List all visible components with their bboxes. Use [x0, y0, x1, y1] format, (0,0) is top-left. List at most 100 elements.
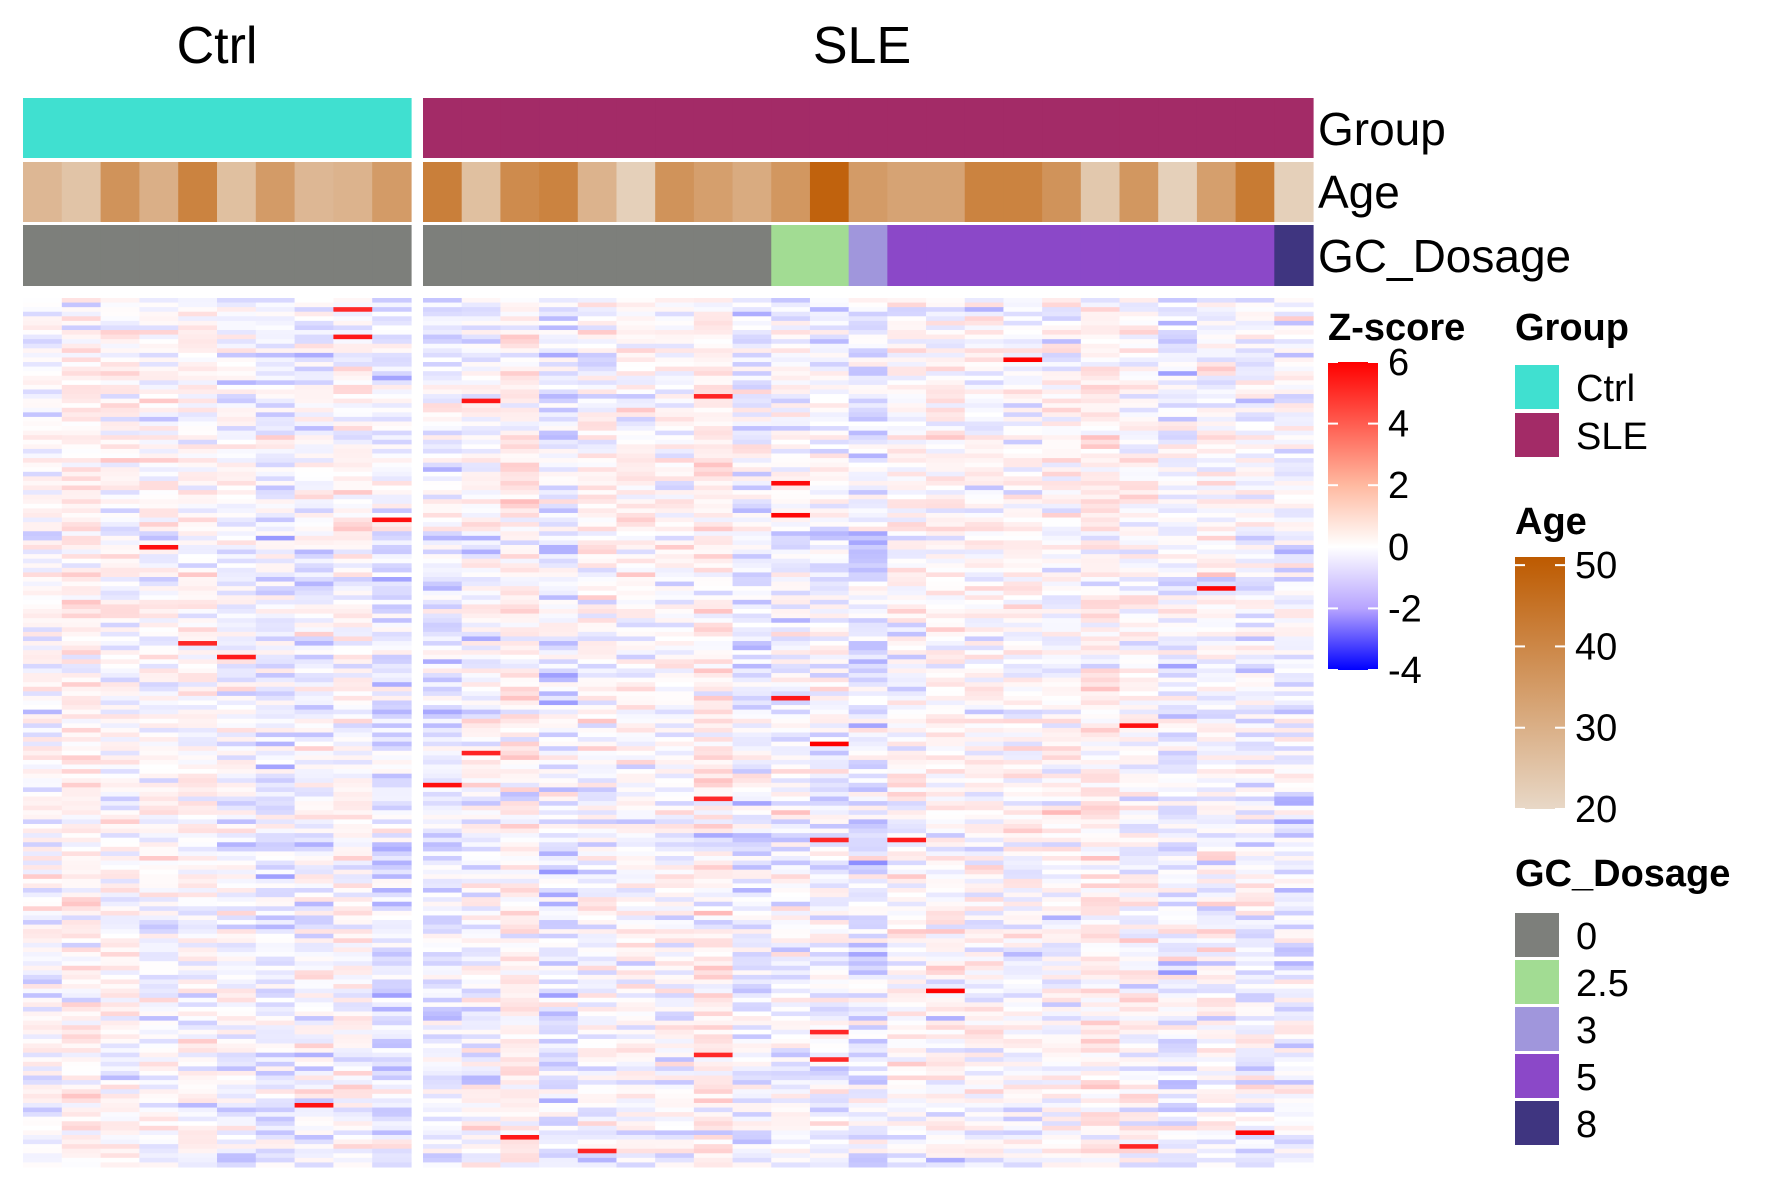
heatmap-cell: [771, 590, 811, 596]
heatmap-cell: [1196, 554, 1237, 560]
heatmap-cell: [1235, 522, 1275, 528]
heatmap-cell: [926, 298, 966, 304]
heatmap-cell: [178, 641, 218, 647]
split-title-sle: SLE: [813, 17, 911, 75]
heatmap-cell: [372, 700, 412, 706]
heatmap-cell: [23, 403, 63, 409]
heatmap-cell: [1196, 942, 1237, 948]
heatmap-cell: [217, 362, 257, 368]
heatmap-cell: [294, 325, 334, 331]
heatmap-cell: [771, 558, 811, 564]
heatmap-cell: [1235, 773, 1275, 779]
heatmap-cell: [539, 709, 579, 715]
heatmap-cell: [139, 462, 179, 468]
heatmap-cell: [1003, 892, 1043, 898]
heatmap-cell: [539, 691, 579, 697]
heatmap-cell: [294, 503, 334, 509]
heatmap-cell: [771, 741, 811, 747]
heatmap-cell: [500, 544, 540, 551]
heatmap-cell: [372, 682, 412, 688]
heatmap-cell: [294, 599, 334, 605]
heatmap-cell: [461, 462, 501, 468]
heatmap-cell: [1042, 956, 1082, 962]
heatmap-cell: [217, 641, 257, 647]
heatmap-cell: [61, 910, 102, 916]
heatmap-cell: [1158, 668, 1198, 674]
heatmap-cell: [100, 494, 140, 500]
heatmap-cell: [139, 448, 179, 455]
heatmap-cell: [887, 426, 927, 432]
heatmap-cell: [23, 622, 63, 628]
heatmap-cell: [1003, 709, 1043, 715]
heatmap-cell: [1003, 796, 1043, 802]
heatmap-cell: [1235, 302, 1275, 308]
heatmap-cell: [294, 398, 334, 404]
heatmap-cell: [539, 741, 579, 747]
heatmap-cell: [1158, 512, 1198, 519]
heatmap-cell: [1080, 567, 1121, 573]
heatmap-cell: [1003, 823, 1043, 830]
heatmap-cell: [887, 398, 927, 404]
heatmap-cell: [577, 531, 618, 537]
heatmap-cell: [461, 398, 501, 404]
heatmap-cell: [500, 851, 540, 857]
heatmap-cell: [139, 563, 179, 569]
heatmap-cell: [139, 782, 179, 788]
heatmap-cell: [771, 924, 811, 930]
heatmap-cell: [1119, 855, 1159, 862]
heatmap-cell: [1003, 888, 1043, 894]
heatmap-cell: [500, 494, 540, 500]
heatmap-cell: [1080, 732, 1121, 738]
heatmap-cell: [294, 371, 334, 377]
heatmap-cell: [23, 444, 63, 450]
heatmap-cell: [1080, 535, 1121, 541]
heatmap-cell: [255, 508, 296, 514]
heatmap-cell: [1042, 430, 1082, 436]
heatmap-cell: [539, 677, 579, 683]
heatmap-cell: [1196, 389, 1237, 395]
heatmap-cell: [139, 503, 179, 509]
heatmap-cell: [61, 668, 102, 674]
heatmap-cell: [616, 398, 656, 404]
heatmap-cell: [255, 764, 296, 770]
heatmap-cell: [1196, 920, 1237, 926]
heatmap-cell: [616, 663, 656, 669]
heatmap-cell: [693, 599, 734, 605]
heatmap-cell: [616, 604, 656, 610]
heatmap-cell: [294, 659, 334, 665]
heatmap-cell: [771, 595, 811, 601]
heatmap-cell: [1158, 531, 1198, 537]
heatmap-cell: [887, 512, 927, 519]
heatmap-cell: [423, 970, 463, 976]
heatmap-cell: [1003, 787, 1043, 793]
heatmap-cell: [100, 604, 140, 610]
heatmap-cell: [693, 956, 734, 962]
heatmap-cell: [1235, 426, 1275, 432]
heatmap-cell: [1042, 581, 1082, 587]
heatmap-cell: [23, 439, 63, 445]
heatmap-cell: [461, 613, 501, 619]
heatmap-cell: [964, 302, 1005, 308]
heatmap-cell: [294, 380, 334, 386]
heatmap-cell: [1080, 796, 1121, 802]
heatmap-cell: [577, 833, 618, 839]
heatmap-cell: [255, 659, 296, 665]
heatmap-cell: [61, 631, 102, 637]
heatmap-cell: [655, 952, 695, 958]
heatmap-cell: [809, 723, 850, 729]
heatmap-cell: [139, 773, 179, 779]
heatmap-cell: [693, 695, 734, 701]
heatmap-cell: [655, 298, 695, 304]
heatmap-cell: [333, 490, 373, 496]
heatmap-cell: [178, 915, 218, 921]
heatmap-cell: [461, 741, 501, 747]
heatmap-cell: [333, 613, 373, 619]
heatmap-cell: [848, 480, 888, 487]
heatmap-cell: [461, 654, 501, 660]
heatmap-cell: [500, 426, 540, 432]
heatmap-cell: [577, 892, 618, 898]
heatmap-cell: [577, 654, 618, 660]
heatmap-cell: [1158, 714, 1198, 720]
heatmap-cell: [217, 746, 257, 752]
heatmap-cell: [100, 837, 140, 843]
